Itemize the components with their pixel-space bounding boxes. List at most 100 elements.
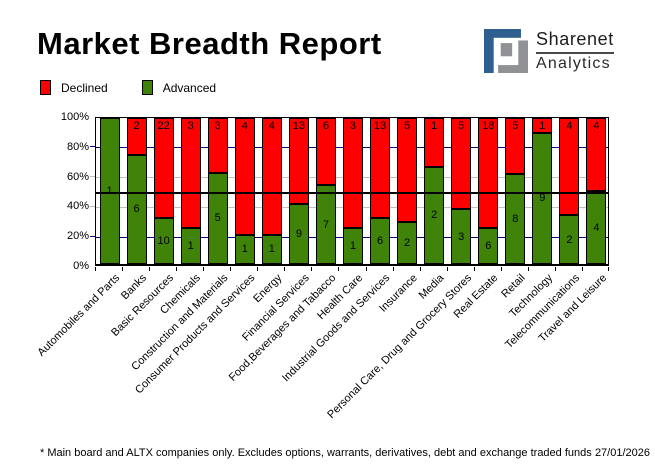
x-tick-mark <box>230 267 232 271</box>
declined-count-label: 3 <box>187 120 194 132</box>
y-axis-label-0: 0% <box>73 260 89 272</box>
advanced-segment: 1 <box>234 234 255 264</box>
logo-name: Sharenet <box>536 29 614 54</box>
y-tick-mark <box>90 205 95 207</box>
declined-segment: 3 <box>342 118 363 228</box>
advanced-count-label: 2 <box>431 209 438 222</box>
x-tick-mark <box>473 267 475 271</box>
declined-count-label: 5 <box>458 120 465 132</box>
declined-count-label: 4 <box>241 120 248 132</box>
advanced-segment: 4 <box>586 191 607 264</box>
declined-segment: 18 <box>478 118 499 228</box>
declined-segment: 5 <box>505 118 526 175</box>
advanced-segment: 1 <box>180 227 201 264</box>
y-tick-mark <box>90 176 95 178</box>
bar-automobiles-and-parts: 1 <box>96 118 123 264</box>
x-tick-mark <box>608 267 609 271</box>
legend-label: Declined <box>61 80 108 95</box>
declined-segment: 4 <box>586 118 607 191</box>
x-tick-mark <box>284 267 286 271</box>
legend-item-advanced: Advanced <box>141 80 217 95</box>
x-tick-mark <box>419 267 421 271</box>
advanced-count-label: 3 <box>458 230 465 243</box>
x-tick-mark <box>581 267 583 271</box>
bar-stack: 13 9 <box>288 118 309 264</box>
advanced-count-label: 9 <box>539 192 546 205</box>
y-axis-label-80: 80% <box>66 140 89 153</box>
declined-count-label: 4 <box>268 120 275 132</box>
advanced-count-label: 9 <box>295 228 302 241</box>
x-tick-mark <box>554 267 556 271</box>
sharenet-logo-icon <box>484 29 528 73</box>
declined-count-label: 18 <box>482 120 495 132</box>
declined-segment: 2 <box>126 118 147 155</box>
logo-wordmark: Sharenet Analytics <box>536 29 614 73</box>
declined-segment: 1 <box>532 118 553 133</box>
fifty-percent-reference-line <box>96 191 608 194</box>
declined-count-label: 5 <box>404 120 411 132</box>
advanced-segment: 9 <box>288 204 309 264</box>
advanced-count-label: 2 <box>404 237 411 250</box>
chart-legend: Declined Advanced <box>40 80 250 95</box>
legend-item-declined: Declined <box>40 80 108 95</box>
bar-real-estate: 18 6 <box>475 118 502 264</box>
x-tick-mark <box>338 267 340 271</box>
advanced-count-label: 8 <box>512 213 519 226</box>
legend-label: Advanced <box>162 80 217 95</box>
advanced-count-label: 1 <box>349 239 357 252</box>
bar-stack: 18 6 <box>478 118 499 264</box>
page-title: Market Breadth Report <box>37 26 382 61</box>
declined-count-label: 1 <box>431 120 438 132</box>
advanced-segment: 6 <box>478 227 499 264</box>
y-axis-label-60: 60% <box>66 170 89 183</box>
declined-count-label: 4 <box>593 120 600 132</box>
declined-count-label: 2 <box>133 120 140 132</box>
declined-count-label: 6 <box>322 120 329 132</box>
logo-subname: Analytics <box>536 55 611 72</box>
y-axis-label-20: 20% <box>66 230 89 243</box>
advanced-count-label: 7 <box>322 218 329 231</box>
x-tick-mark <box>122 267 124 271</box>
advanced-count-label: 6 <box>485 239 492 252</box>
x-tick-mark <box>527 267 529 271</box>
declined-segment: 13 <box>288 118 309 205</box>
advanced-segment: 2 <box>424 166 445 264</box>
x-tick-mark <box>365 267 367 271</box>
declined-count-label: 5 <box>512 120 519 132</box>
declined-segment: 13 <box>370 118 391 218</box>
advanced-count-label: 1 <box>187 239 194 252</box>
x-axis-label-automobiles-and-parts: Automobiles and Parts <box>35 272 123 359</box>
declined-segment: 4 <box>261 118 282 235</box>
y-axis-label-100: 100% <box>60 111 89 123</box>
x-tick-mark <box>500 267 502 271</box>
declined-count-label: 1 <box>539 120 546 132</box>
advanced-segment: 1 <box>261 234 282 264</box>
declined-segment: 1 <box>424 118 445 167</box>
advanced-segment: 2 <box>397 222 418 264</box>
y-tick-mark <box>90 235 95 237</box>
declined-segment: 3 <box>207 118 228 173</box>
advanced-segment: 5 <box>207 172 228 264</box>
x-tick-mark <box>446 267 448 271</box>
